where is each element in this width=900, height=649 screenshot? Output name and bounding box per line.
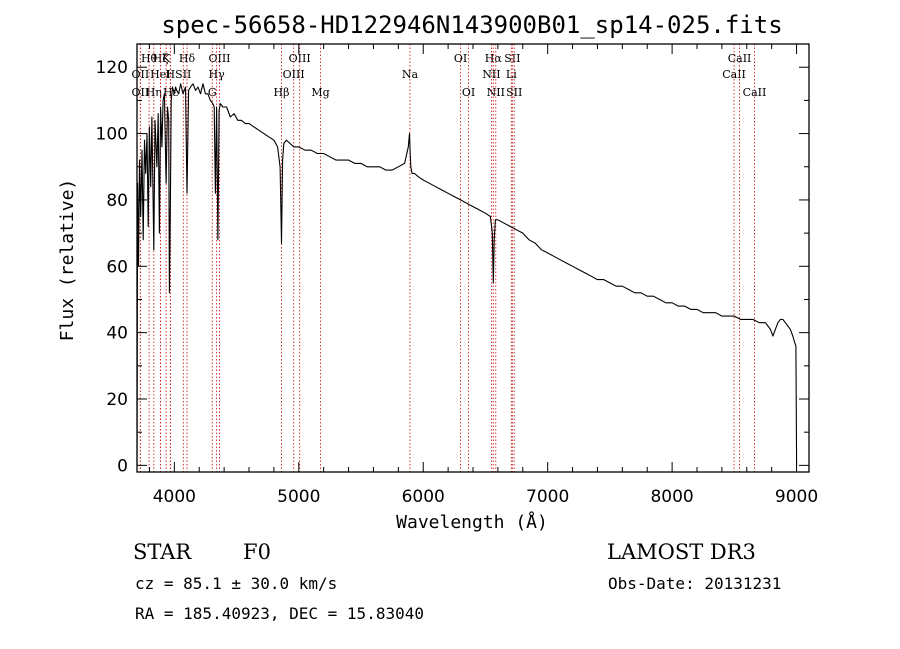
line-marker-label: SII xyxy=(506,86,522,99)
object-class: STAR xyxy=(133,540,192,564)
y-tick-label: 60 xyxy=(106,257,128,277)
line-marker-label: K xyxy=(162,52,171,65)
survey-name: LAMOST DR3 xyxy=(607,540,756,564)
line-marker-label: Na xyxy=(402,68,419,81)
line-marker-label: OIII xyxy=(208,52,230,65)
line-marker-label: Hβ xyxy=(274,86,290,99)
line-marker-label: Hγ xyxy=(209,68,226,81)
x-tick-label: 5000 xyxy=(277,487,320,507)
x-tick-label: 7000 xyxy=(526,487,569,507)
obs-date: Obs-Date: 20131231 xyxy=(608,574,781,593)
line-marker-label: CaII xyxy=(743,86,767,99)
coordinates: RA = 185.40923, DEC = 15.83040 xyxy=(135,604,424,623)
x-axis: 4000 5000 6000 7000 8000 9000 xyxy=(148,44,818,507)
line-marker-label: CaII xyxy=(728,52,752,65)
line-marker-label: Hδ xyxy=(179,52,196,65)
line-marker-label: H xyxy=(166,68,176,81)
line-marker-label: OI xyxy=(454,52,467,65)
y-tick-label: 100 xyxy=(96,125,128,145)
line-marker-label: OI xyxy=(462,86,475,99)
redshift-info: cz = 85.1 ± 30.0 km/s xyxy=(135,574,337,593)
line-marker-label: OII xyxy=(132,68,150,81)
line-marker-label: HeI xyxy=(150,68,170,81)
line-marker-label: OIII xyxy=(283,68,305,81)
line-marker-label: Li xyxy=(506,68,517,81)
line-marker-label: OII xyxy=(132,86,150,99)
chart-title: spec-56658-HD122946N143900B01_sp14-025.f… xyxy=(161,11,782,39)
x-tick-label: 6000 xyxy=(402,487,445,507)
line-marker-label: NII xyxy=(487,86,505,99)
line-marker-label: G xyxy=(208,86,217,99)
y-tick-label: 20 xyxy=(106,390,128,410)
line-marker-label: Hα xyxy=(485,52,503,65)
x-tick-label: 4000 xyxy=(153,487,196,507)
object-subclass: F0 xyxy=(243,540,271,564)
spectrum-line xyxy=(136,83,798,466)
y-tick-label: 120 xyxy=(96,58,128,78)
y-tick-label: 0 xyxy=(117,456,128,476)
y-axis-label: Flux (relative) xyxy=(57,179,78,342)
y-axis: 0 20 40 60 80 100 120 xyxy=(96,58,809,476)
line-marker-label: SII xyxy=(504,52,520,65)
x-tick-label: 9000 xyxy=(775,487,818,507)
line-marker-label: Mg xyxy=(311,86,329,99)
line-marker-label: CaII xyxy=(722,68,746,81)
y-tick-label: 40 xyxy=(106,324,128,344)
line-marker-label: Hη xyxy=(146,86,162,99)
spectrum-series xyxy=(136,83,798,466)
line-marker-label: OIII xyxy=(289,52,311,65)
line-marker-label: NII xyxy=(482,68,500,81)
y-tick-label: 80 xyxy=(106,191,128,211)
line-marker-label: SII xyxy=(175,68,191,81)
x-tick-label: 8000 xyxy=(650,487,693,507)
x-axis-label: Wavelength (Å) xyxy=(396,511,548,533)
